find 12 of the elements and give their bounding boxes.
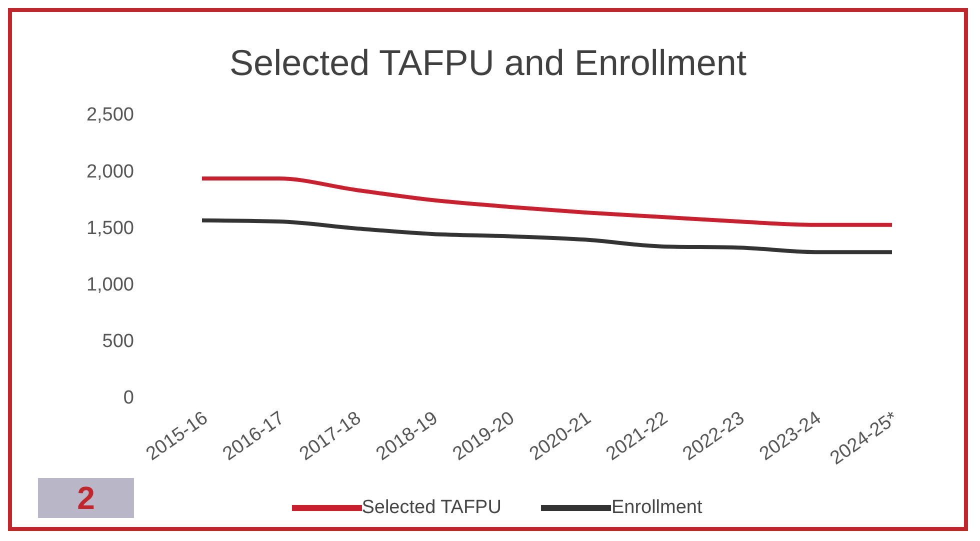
chart-title: Selected TAFPU and Enrollment — [228, 42, 748, 84]
y-tick-label: 0 — [123, 388, 134, 409]
y-tick-label: 1,000 — [86, 274, 134, 296]
y-tick-label: 1,500 — [86, 218, 134, 239]
y-tick-label: 2,000 — [86, 161, 134, 182]
legend-label: Selected TAFPU — [362, 497, 502, 519]
text: 2 — [38, 478, 134, 518]
legend-label: Enrollment — [611, 497, 702, 519]
y-tick-label: 2,500 — [86, 104, 134, 126]
line-series — [200, 176, 894, 227]
line-series — [200, 218, 894, 254]
y-tick-label: 500 — [102, 331, 134, 352]
